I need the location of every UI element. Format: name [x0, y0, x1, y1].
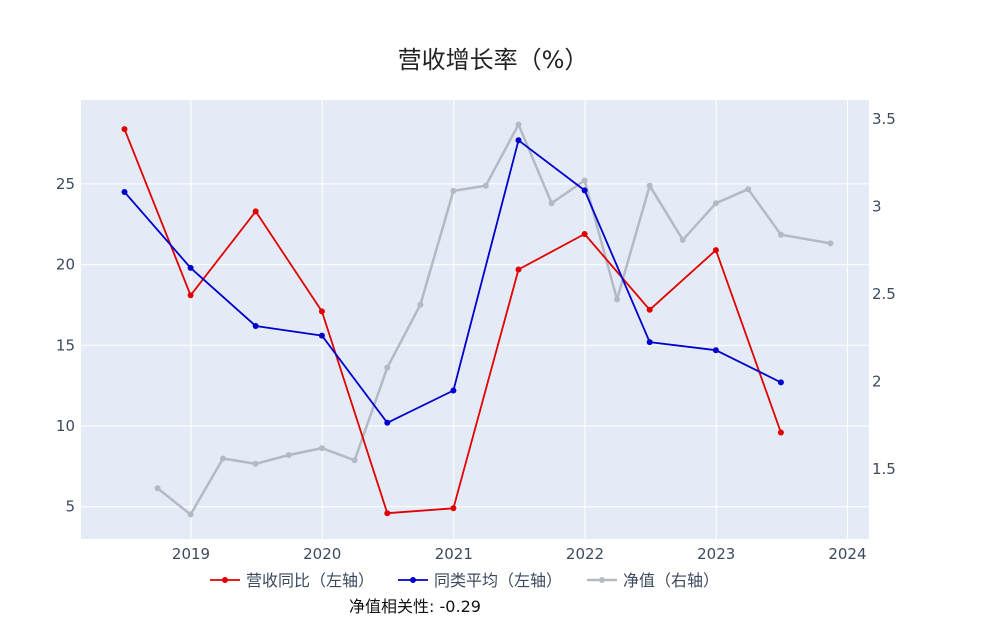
series-1-point: [252, 208, 259, 215]
series-3-point: [417, 301, 424, 308]
legend-marker-1: [222, 577, 228, 583]
series-layer: [121, 121, 834, 518]
series-3-point: [252, 460, 259, 467]
x-tick-label: 2019: [172, 545, 210, 563]
series-1-point: [384, 510, 391, 517]
series-1-point: [187, 292, 194, 299]
legend-marker-2: [410, 577, 416, 583]
series-3-point: [450, 187, 457, 194]
series-2-point: [121, 189, 128, 195]
series-2-point: [318, 332, 325, 339]
series-1-point: [581, 231, 588, 237]
series-3-point: [581, 177, 588, 184]
y-right-tick-label: 2.5: [872, 285, 896, 303]
y-right-tick-label: 3.5: [872, 110, 896, 128]
series-3-point: [220, 455, 226, 462]
x-tick-label: 2024: [828, 545, 866, 563]
series-3-point: [384, 364, 391, 371]
series-3-point: [614, 296, 620, 303]
y-left-tick-label: 10: [56, 417, 75, 435]
series-1-point: [318, 308, 325, 315]
series-3-point: [187, 511, 194, 518]
legend-marker-3: [599, 577, 605, 583]
series-2-point: [712, 347, 719, 354]
series-3-point: [827, 240, 834, 247]
gridlines: [81, 100, 869, 539]
series-3-point: [351, 457, 358, 464]
series-1-point: [777, 429, 784, 436]
series-3-point: [515, 121, 522, 128]
x-tick-label: 2020: [303, 545, 341, 563]
series-3-point: [646, 182, 653, 189]
y-left-tick-label: 20: [56, 256, 75, 274]
y-left-tick-label: 5: [65, 498, 75, 516]
legend[interactable]: 营收同比（左轴） 同类平均（左轴） 净值（右轴）: [210, 571, 719, 590]
series-2-point: [515, 137, 522, 144]
y-right-tick-label: 2: [872, 373, 882, 391]
legend-label-1: 营收同比（左轴）: [246, 571, 374, 590]
legend-label-2: 同类平均（左轴）: [434, 571, 562, 590]
y-left-tick-label: 25: [56, 175, 75, 193]
x-tick-label: 2022: [566, 545, 604, 563]
series-3-point: [154, 485, 161, 492]
series-3-point: [285, 452, 292, 458]
series-1-point: [712, 247, 719, 254]
series-3-point: [712, 200, 719, 207]
series-2-point: [384, 419, 391, 426]
series-1-point: [646, 306, 653, 313]
x-tick-label: 2021: [435, 545, 473, 563]
axes: 2019 2020 2021 2022 2023 2024 5 10 15 20 25 1.5 2 2.5…: [56, 110, 896, 563]
y-right-tick-label: 1.5: [872, 460, 896, 478]
series-2-point: [646, 339, 653, 346]
plot-area: [81, 100, 869, 539]
y-right-tick-label: 3: [872, 198, 882, 216]
series-3-point: [745, 186, 752, 193]
series-2-point: [581, 187, 588, 194]
series-2-point: [252, 323, 259, 329]
series-3-point: [777, 231, 784, 238]
chart-title: 营收增长率（%）: [398, 46, 589, 74]
series-2-point: [187, 264, 194, 271]
series-2-point: [777, 379, 784, 386]
series-1-point: [121, 126, 128, 133]
correlation-note: 净值相关性: -0.29: [349, 597, 481, 616]
legend-label-3: 净值（右轴）: [623, 571, 719, 590]
series-1-point: [450, 505, 457, 512]
series-2-point: [450, 387, 457, 394]
x-tick-label: 2023: [697, 545, 735, 563]
series-3-point: [482, 182, 489, 189]
y-left-tick-label: 15: [56, 336, 75, 354]
series-3-point: [318, 445, 325, 452]
series-1-point: [515, 266, 522, 273]
series-3-point: [679, 236, 686, 243]
series-3-point: [548, 200, 555, 207]
